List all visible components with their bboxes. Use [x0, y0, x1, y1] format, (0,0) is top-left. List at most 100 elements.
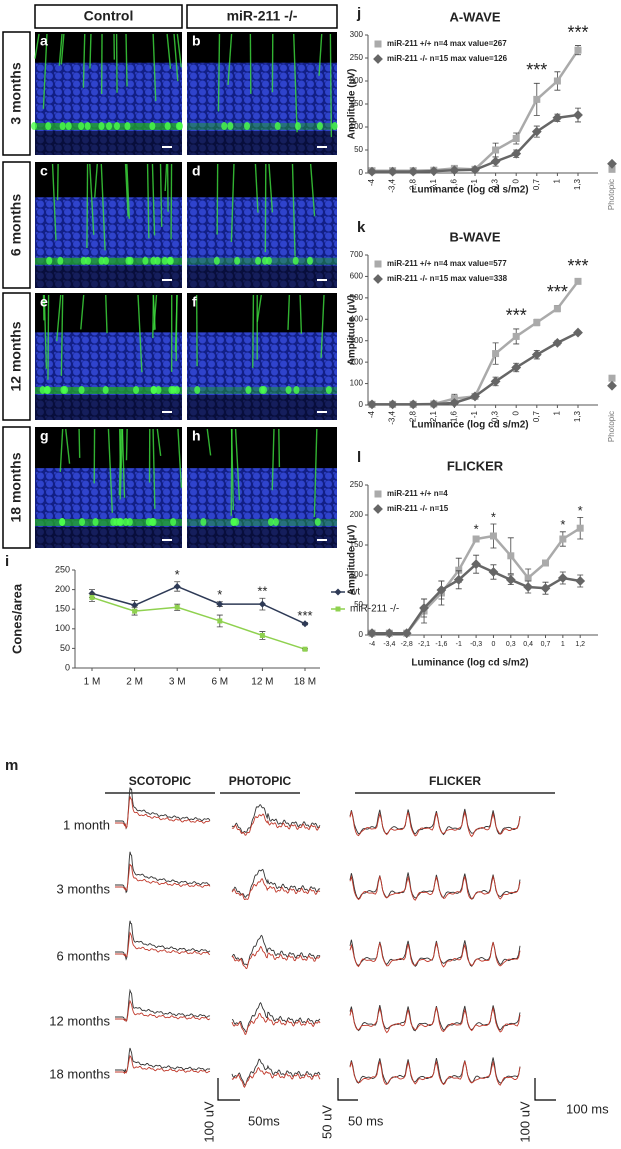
data-point — [608, 374, 616, 382]
x-tick-label: 1 — [553, 410, 562, 415]
cone-body — [149, 122, 156, 131]
cone-body — [155, 385, 162, 394]
cone-body — [227, 122, 234, 131]
cone-body — [234, 256, 241, 265]
cone-streak — [164, 163, 168, 192]
x-tick-label: 1 M — [84, 677, 101, 688]
y-tick-label: 0 — [359, 400, 364, 409]
data-point — [489, 532, 497, 540]
cone-body — [260, 385, 267, 394]
row-header-box — [2, 31, 31, 156]
cone-body — [306, 256, 313, 265]
data-point — [374, 490, 382, 498]
data-point — [455, 566, 463, 574]
cone-streak — [309, 163, 316, 217]
cone-streak — [159, 163, 163, 227]
cone-body — [200, 517, 207, 526]
cone-streak — [56, 163, 59, 201]
erg-trace — [349, 1006, 521, 1034]
cone-body — [164, 122, 171, 131]
data-point — [573, 110, 583, 120]
panel-letter: l — [357, 449, 361, 466]
inner-layer — [187, 265, 337, 288]
cone-body — [274, 122, 281, 131]
cone-body — [170, 517, 177, 526]
row-header: 6 months — [8, 194, 24, 256]
cone-body — [106, 122, 113, 131]
data-point — [419, 603, 429, 613]
cone-body — [113, 122, 120, 131]
cone-band — [35, 518, 182, 526]
y-tick-label: 0 — [65, 662, 70, 672]
x-tick-label: 1 — [553, 178, 562, 183]
micrograph — [35, 427, 183, 548]
cone-streak — [206, 428, 212, 456]
cone-body — [59, 517, 66, 526]
x-tick-label: -3,4 — [388, 178, 397, 192]
cone-streak — [42, 33, 48, 109]
data-point — [559, 535, 567, 543]
data-point — [607, 380, 617, 391]
data-point — [384, 628, 395, 639]
cone-streak — [125, 428, 128, 461]
x-tick-label: -2,8 — [401, 641, 413, 648]
x-tick-label: -2,1 — [429, 178, 438, 192]
cone-band — [187, 518, 337, 526]
x-tick-label: 0,7 — [532, 178, 541, 190]
cone-body — [294, 122, 301, 131]
significance-label: *** — [567, 256, 588, 276]
y-tick-label: 50 — [354, 600, 363, 609]
cone-body — [150, 517, 157, 526]
erg-trace — [115, 920, 211, 961]
data-point — [217, 618, 223, 624]
inner-layer — [187, 394, 337, 420]
row-header-box — [2, 426, 31, 549]
micrograph — [35, 162, 182, 288]
data-point — [387, 166, 398, 177]
cone-body — [293, 385, 300, 394]
scale-bar-label: 100 uV — [201, 1101, 216, 1143]
cone-streak — [166, 33, 172, 69]
cone-streak — [291, 163, 296, 257]
cone-streak — [51, 163, 57, 241]
y-tick-label: 100 — [350, 570, 364, 579]
age-label: 12 months — [49, 1013, 110, 1028]
data-point — [335, 606, 341, 612]
x-tick-label: -3,4 — [383, 641, 395, 648]
erg-trace — [115, 851, 211, 894]
cone-body — [194, 385, 201, 394]
panel-letter: k — [357, 219, 366, 236]
data-point — [507, 552, 515, 560]
data-point — [373, 54, 383, 64]
y-tick-label: 150 — [55, 604, 70, 614]
legend-label: miR-211 +/+ n=4 — [387, 489, 448, 498]
cone-body — [85, 256, 92, 265]
x-tick-label: -1,6 — [450, 410, 459, 424]
cone-streak — [105, 294, 108, 334]
data-point — [552, 337, 563, 348]
cone-streak — [146, 163, 150, 239]
x-tick-label: -2,1 — [429, 410, 438, 424]
y-tick-label: 150 — [350, 540, 364, 549]
data-point — [574, 46, 582, 54]
chart-title: A-WAVE — [449, 9, 500, 24]
data-point — [553, 77, 561, 85]
significance-label: * — [175, 567, 180, 582]
x-tick-label: 2 M — [126, 677, 143, 688]
x-tick-label: -2,8 — [408, 410, 417, 424]
x-tick-label: -4 — [369, 641, 375, 648]
data-point — [436, 585, 447, 595]
cone-streak — [137, 294, 143, 373]
x-axis-label: Luminance (log cd s/m2) — [411, 658, 528, 669]
micrograph — [187, 162, 337, 288]
data-point — [576, 524, 584, 532]
cone-body — [230, 517, 237, 526]
erg-trace — [231, 1066, 321, 1088]
y-tick-label: 600 — [350, 272, 364, 281]
x-tick-label: 18 M — [294, 677, 316, 688]
data-point — [470, 391, 480, 402]
cone-streak — [329, 33, 333, 138]
x-tick-label: 1 — [561, 641, 565, 648]
cone-body — [79, 517, 86, 526]
